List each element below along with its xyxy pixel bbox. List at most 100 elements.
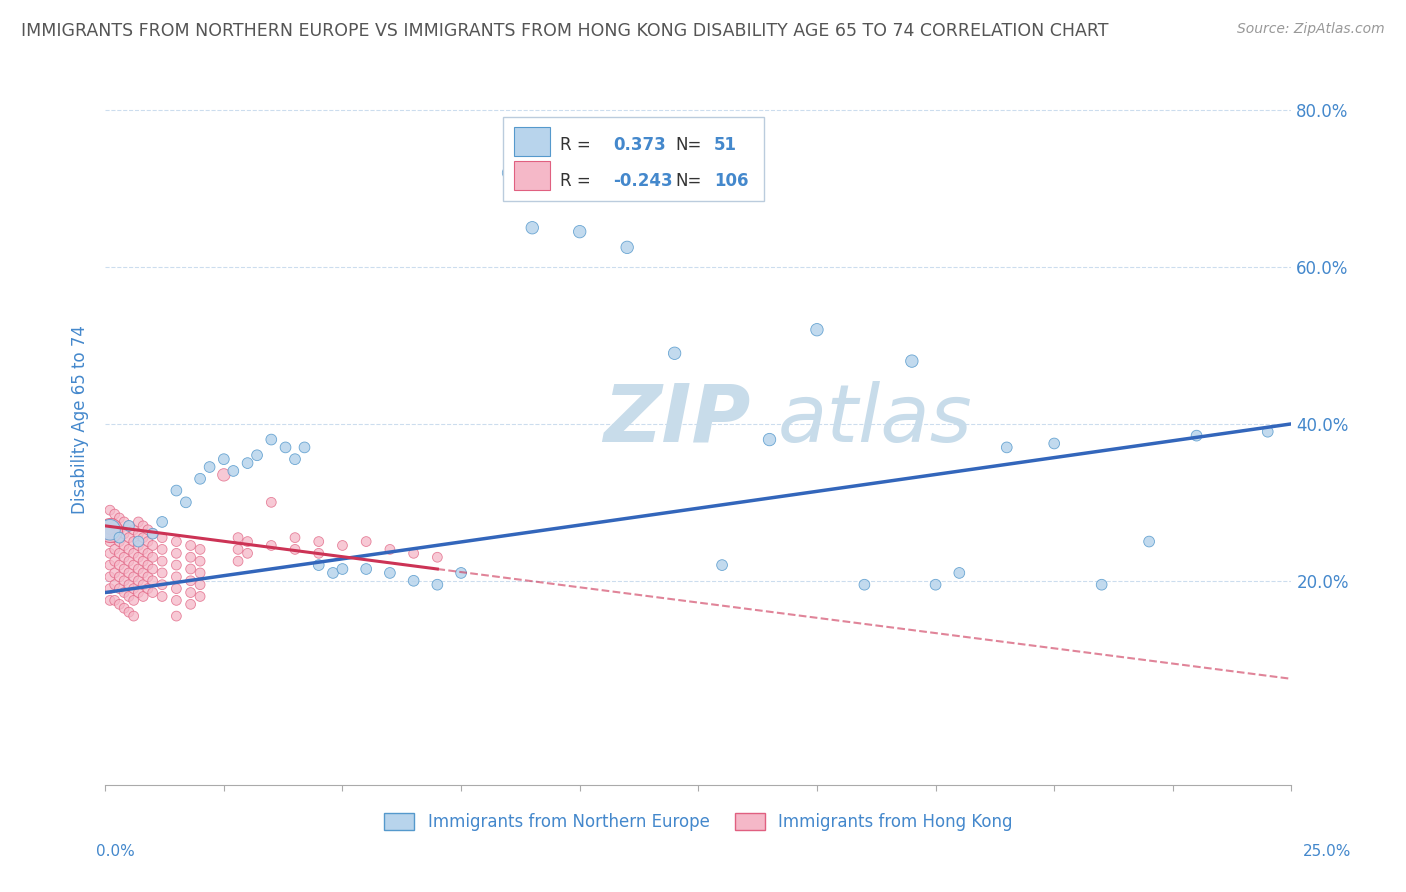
Point <box>104 554 127 568</box>
Point <box>426 550 449 565</box>
Point <box>180 539 202 553</box>
Point <box>112 562 135 576</box>
Bar <box>515 161 550 190</box>
Point <box>150 531 173 545</box>
Point <box>226 554 249 568</box>
Point <box>112 539 135 553</box>
Point <box>104 519 127 533</box>
Point <box>108 523 131 537</box>
Point <box>1091 577 1114 591</box>
Point <box>118 542 141 557</box>
Point <box>180 574 202 588</box>
Point <box>260 495 283 509</box>
Point <box>568 225 591 239</box>
Point <box>853 577 876 591</box>
Point <box>995 441 1018 455</box>
Text: 25.0%: 25.0% <box>1303 845 1351 859</box>
Point <box>354 562 377 576</box>
Point <box>1137 534 1160 549</box>
Point <box>112 585 135 599</box>
Text: IMMIGRANTS FROM NORTHERN EUROPE VS IMMIGRANTS FROM HONG KONG DISABILITY AGE 65 T: IMMIGRANTS FROM NORTHERN EUROPE VS IMMIG… <box>21 22 1108 40</box>
Text: 106: 106 <box>714 171 748 190</box>
Text: ZIP: ZIP <box>603 381 751 459</box>
Point <box>188 566 211 580</box>
Point <box>165 609 187 624</box>
Point <box>112 550 135 565</box>
Point <box>127 526 149 541</box>
Point <box>118 605 141 619</box>
Point <box>108 582 131 596</box>
Point <box>165 546 187 560</box>
Point <box>284 452 307 467</box>
Point <box>236 456 259 470</box>
Point <box>112 526 135 541</box>
Point <box>98 503 121 517</box>
Point <box>98 558 121 573</box>
Point <box>136 558 159 573</box>
Text: -0.243: -0.243 <box>613 171 672 190</box>
Point <box>758 433 780 447</box>
Point <box>260 433 283 447</box>
Point <box>118 590 141 604</box>
Point <box>806 323 828 337</box>
Point <box>108 531 131 545</box>
Point <box>108 534 131 549</box>
Point <box>127 585 149 599</box>
Point <box>188 542 211 557</box>
Point <box>118 519 141 533</box>
Text: 0.373: 0.373 <box>613 136 665 154</box>
Point <box>104 566 127 580</box>
Legend: Immigrants from Northern Europe, Immigrants from Hong Kong: Immigrants from Northern Europe, Immigra… <box>384 813 1012 831</box>
Point <box>127 539 149 553</box>
Point <box>150 542 173 557</box>
Point <box>332 539 354 553</box>
Point <box>122 523 145 537</box>
Point <box>1185 428 1208 442</box>
Point <box>498 166 520 180</box>
Point <box>112 515 135 529</box>
Point <box>118 554 141 568</box>
Point <box>150 515 173 529</box>
Point <box>212 467 235 482</box>
Point <box>132 577 155 591</box>
Point <box>354 534 377 549</box>
Point <box>226 531 249 545</box>
Point <box>174 495 197 509</box>
Point <box>98 546 121 560</box>
Point <box>98 593 121 607</box>
Point <box>226 542 249 557</box>
Point <box>901 354 924 368</box>
Point <box>104 531 127 545</box>
Point <box>98 523 121 537</box>
Point <box>165 582 187 596</box>
Point <box>188 472 211 486</box>
Point <box>108 570 131 584</box>
Point <box>142 526 165 541</box>
Point <box>332 562 354 576</box>
Point <box>664 346 686 360</box>
Point <box>108 511 131 525</box>
Point <box>198 460 221 475</box>
Point <box>402 546 425 560</box>
Point <box>132 554 155 568</box>
Point <box>136 570 159 584</box>
Point <box>142 526 165 541</box>
Point <box>260 539 283 553</box>
Point <box>522 220 544 235</box>
Point <box>948 566 970 580</box>
Point <box>122 546 145 560</box>
Point <box>284 531 307 545</box>
Text: 0.0%: 0.0% <box>96 845 135 859</box>
Point <box>236 534 259 549</box>
Point <box>308 534 330 549</box>
Point <box>127 562 149 576</box>
Point <box>136 523 159 537</box>
Text: Source: ZipAtlas.com: Source: ZipAtlas.com <box>1237 22 1385 37</box>
Point <box>132 566 155 580</box>
Point <box>180 597 202 611</box>
Bar <box>515 127 550 156</box>
Point <box>924 577 946 591</box>
Point <box>127 574 149 588</box>
Point <box>104 577 127 591</box>
Point <box>378 542 401 557</box>
